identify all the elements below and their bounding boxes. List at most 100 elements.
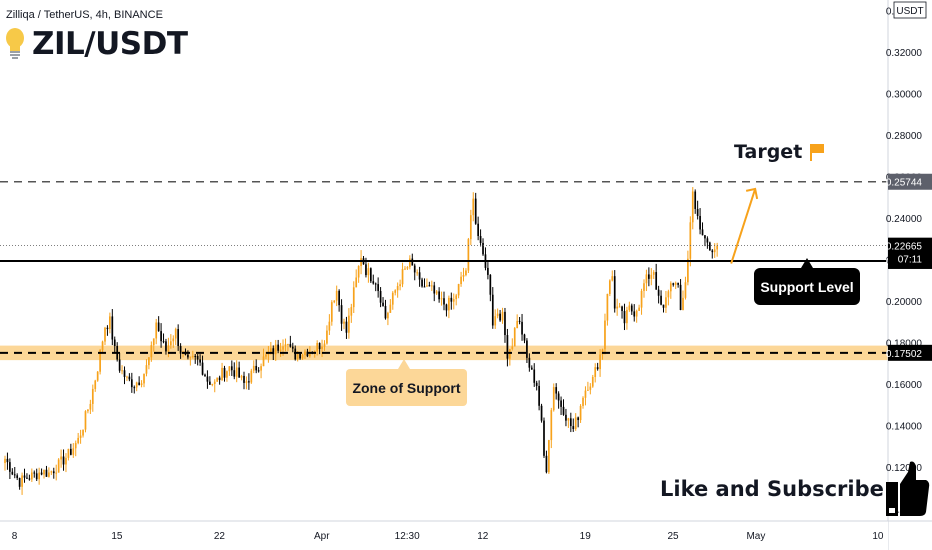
candle-body: [648, 274, 650, 279]
candle-body: [279, 349, 282, 351]
time-axis[interactable]: 8 15 22 Apr 12:30 12 19 25 May 10: [0, 520, 932, 550]
candle-body: [269, 348, 272, 353]
candle-body: [521, 321, 523, 335]
candle-body: [618, 306, 621, 308]
candle-body: [657, 289, 660, 296]
candle-body: [665, 297, 667, 308]
candle-body: [109, 316, 111, 330]
price-tick-label: 0.32000: [886, 48, 923, 59]
candle-body: [548, 440, 550, 473]
candle-body: [299, 353, 301, 359]
candle-body: [567, 418, 570, 421]
candle-body: [506, 335, 509, 359]
flag-icon: [810, 144, 825, 161]
candle-body: [701, 229, 704, 236]
candle-body: [11, 471, 14, 475]
candle-body: [367, 268, 370, 276]
candle-body: [38, 472, 40, 480]
candle-body: [230, 366, 233, 371]
candle-body: [365, 264, 367, 276]
currency-label: USDT: [896, 6, 923, 17]
candle-body: [465, 270, 467, 276]
candle-body: [55, 472, 58, 474]
candle-body: [233, 370, 236, 377]
candle-body: [67, 448, 70, 458]
time-tick-label: 12:30: [395, 531, 420, 542]
price-level-text: 0.25744: [886, 178, 923, 189]
target-annotation: Target: [734, 141, 828, 163]
candle-body: [89, 403, 92, 410]
time-tick-label: 10: [872, 531, 884, 542]
candle-body: [438, 291, 440, 300]
candle-body: [433, 285, 436, 294]
candle-body: [262, 356, 265, 367]
candle-body: [306, 351, 309, 357]
candle-body: [411, 258, 414, 266]
candle-body: [374, 283, 377, 285]
candle-body: [596, 367, 599, 370]
candle-body: [101, 341, 104, 351]
candle-body: [174, 329, 177, 339]
candle-body: [682, 297, 684, 310]
candle-body: [472, 198, 475, 216]
candle-body: [74, 443, 77, 449]
candle-body: [401, 269, 404, 285]
currency-badge[interactable]: [893, 1, 927, 19]
candle-body: [528, 357, 531, 368]
candle-body: [487, 267, 489, 275]
candle-body: [96, 371, 99, 381]
candle-body: [530, 367, 533, 370]
candle-body: [326, 330, 328, 344]
time-tick-label: 15: [111, 531, 123, 542]
candle-body: [621, 306, 623, 311]
candle-body: [26, 477, 28, 479]
candle-body: [369, 268, 372, 282]
candle-body: [450, 297, 453, 302]
like-subscribe-label: Like and Subscribe: [660, 477, 884, 501]
candle-body: [148, 357, 150, 366]
candle-body: [177, 329, 180, 347]
candle-body: [667, 291, 670, 298]
page-title: ZIL/USDT: [32, 26, 188, 62]
candles: [4, 187, 719, 495]
candle-body: [28, 478, 31, 480]
candle-body: [169, 341, 172, 346]
candle-body: [206, 376, 209, 382]
candle-body: [640, 290, 643, 308]
candle-body: [128, 376, 131, 380]
candle-body: [387, 312, 389, 319]
candle-body: [9, 462, 11, 472]
candle-body: [491, 294, 494, 326]
candle-body: [179, 346, 182, 354]
candle-body: [235, 367, 238, 377]
candle-body: [57, 459, 60, 473]
candle-body: [143, 373, 145, 384]
candle-body: [130, 379, 133, 388]
candle-body: [384, 305, 387, 319]
candle-body: [94, 380, 97, 389]
candle-body: [160, 331, 162, 342]
candle-body: [152, 338, 155, 346]
price-tick-label: 0.16000: [886, 380, 923, 391]
candle-body: [477, 223, 479, 237]
candle-body: [79, 435, 82, 438]
candle-body: [123, 370, 126, 377]
candle-body: [357, 266, 360, 278]
candle-body: [535, 382, 538, 386]
price-tick-label: 0.18000: [886, 338, 923, 349]
candle-body: [467, 239, 470, 271]
candle-body: [562, 406, 565, 415]
candle-body: [457, 284, 460, 296]
candle-body: [599, 354, 601, 370]
candle-body: [277, 344, 280, 351]
candle-body: [91, 388, 94, 404]
candle-body: [323, 343, 326, 347]
candle-body: [209, 381, 211, 385]
candle-body: [696, 208, 699, 216]
chart-title: ZIL/USDT: [4, 26, 188, 62]
candle-body: [655, 272, 658, 290]
candle-body: [474, 198, 477, 224]
candle-body: [423, 286, 426, 288]
countdown-text: 07:11: [898, 255, 923, 266]
